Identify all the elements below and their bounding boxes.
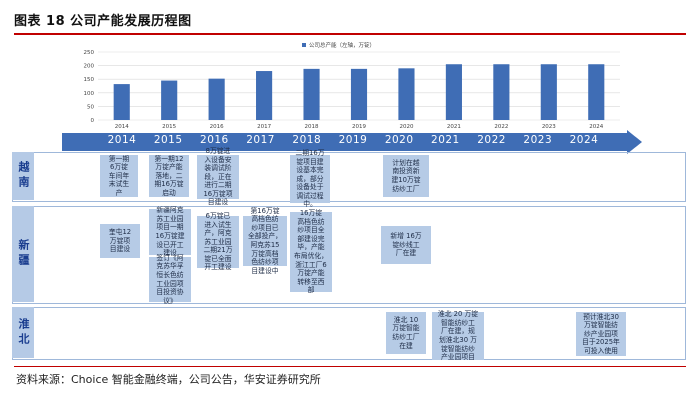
bar-2022 bbox=[493, 64, 510, 120]
bar-2019 bbox=[350, 68, 368, 120]
bar-2018 bbox=[303, 68, 320, 120]
event-xinjiang-2020: 新增 16万 锭纱线工 厂在建 bbox=[381, 226, 431, 264]
y-tick-label: 250 bbox=[84, 50, 95, 56]
y-tick-label: 0 bbox=[91, 118, 95, 124]
figure-title: 图表 18 公司产能发展历程图 bbox=[14, 14, 192, 29]
event-huaibei-2020: 淮北 10 万锭智能 纺纱工厂 在建 bbox=[386, 312, 426, 354]
event-xinjiang-2018: 16万锭 高档色纺 纱项目全 部建设完 毕，产能 布局优化， 浙江工厂6 万锭产… bbox=[290, 209, 332, 294]
event-xinjiang-2017: 第16万锭 高档色纺 纱项目已 全部投产， 阿克苏15 万锭高档 色纺纱项 目建… bbox=[243, 207, 287, 275]
bar-2014 bbox=[113, 84, 130, 120]
event-xinjiang-2015-a: 新疆阿克 苏工业园 项目一期 16万锭建 设已开工 建设 bbox=[149, 206, 191, 257]
x-tick-label-2015: 2015 bbox=[162, 124, 176, 130]
timeline-years: 2014 2015 2016 2017 2018 2019 2020 2021 2022 2023… bbox=[62, 133, 627, 151]
timeline-year-2018: 2018 bbox=[292, 134, 322, 146]
bar-2015 bbox=[161, 80, 178, 120]
timeline-arrowhead bbox=[627, 130, 642, 154]
region-xinjiang: 新疆 bbox=[12, 206, 34, 302]
x-tick-label-2017: 2017 bbox=[257, 124, 271, 130]
timeline-year-2022: 2022 bbox=[477, 134, 506, 146]
event-xinjiang-2014: 奎屯12 万锭项 目建设 bbox=[100, 224, 140, 258]
x-tick-label-2019: 2019 bbox=[352, 124, 366, 130]
y-tick-label: 50 bbox=[87, 104, 94, 110]
source-divider bbox=[14, 366, 686, 367]
title-divider bbox=[14, 33, 686, 35]
capacity-bar-chart: 0 50 100 150 200 250 2014 2015 2016 2017 2018 2019… bbox=[84, 41, 620, 130]
event-vietnam-2016: 8万锭进 入设备安 装调试阶 段，正在 进行二期 16万锭项 目建设 bbox=[197, 147, 239, 206]
timeline-year-2016: 2016 bbox=[200, 134, 229, 146]
event-vietnam-2018: 二期16万 锭项目建 设基本完 成，部分 设备处于 调试过程 中。 bbox=[290, 149, 330, 208]
event-xinjiang-2015-b: 签订《阿 克苏华孚 恒长色纺 工业园项 目投资协 议》 bbox=[149, 254, 191, 305]
x-tick-label-2021: 2021 bbox=[447, 124, 461, 130]
y-tick-label: 150 bbox=[84, 77, 95, 83]
timeline-year-2015: 2015 bbox=[153, 134, 183, 146]
timeline-year-2024: 2024 bbox=[569, 134, 599, 146]
timeline-year-2020: 2020 bbox=[384, 134, 414, 146]
bar-2021 bbox=[445, 64, 462, 120]
timeline-arrow bbox=[62, 130, 642, 154]
region-huaibei: 淮北 bbox=[12, 307, 34, 358]
event-vietnam-2020: 计划在越 南投资新 建10万锭 纺纱工厂 bbox=[383, 155, 429, 197]
bar-2020 bbox=[398, 68, 415, 120]
event-vietnam-2015: 第一期12 万锭产能 落地，二 期16万锭 启动 bbox=[149, 155, 189, 197]
x-tick-label-2018: 2018 bbox=[305, 124, 319, 130]
x-tick-label-2024: 2024 bbox=[589, 124, 603, 130]
event-vietnam-2014: 第一期 6万锭 车间年 末试生 产 bbox=[100, 155, 138, 197]
x-tick-label-2022: 2022 bbox=[494, 124, 508, 130]
timeline-year-2021: 2021 bbox=[431, 134, 460, 146]
x-tick-label-2014: 2014 bbox=[115, 124, 129, 130]
bar-2024 bbox=[588, 64, 605, 120]
y-tick-label: 100 bbox=[84, 91, 95, 97]
timeline-year-2017: 2017 bbox=[246, 134, 275, 146]
region-vietnam: 越南 bbox=[12, 152, 34, 200]
bar-2016 bbox=[208, 78, 225, 120]
timeline-year-2023: 2023 bbox=[523, 134, 553, 146]
y-tick-label: 200 bbox=[84, 64, 95, 70]
bar-2017 bbox=[256, 71, 273, 120]
timeline-year-2019: 2019 bbox=[338, 134, 368, 146]
event-xinjiang-2016: 6万锭已 进入试生 产，阿克 苏工业园 二期21万 锭已全面 开工建设 bbox=[197, 212, 239, 271]
x-tick-label-2023: 2023 bbox=[542, 124, 556, 130]
x-tick-label-2020: 2020 bbox=[399, 124, 413, 130]
timeline-year-2014: 2014 bbox=[107, 134, 137, 146]
source-note: 资料来源：Choice 智能金融终端，公司公告，华安证券研究所 bbox=[16, 373, 321, 386]
event-huaibei-2021: 淮北 20 万锭 智能纺纱工 厂在建，规 划淮北30 万 锭智能纺纱 产业园项目 bbox=[432, 310, 484, 361]
x-tick-label-2016: 2016 bbox=[210, 124, 224, 130]
legend-swatch bbox=[302, 43, 306, 47]
bar-2023 bbox=[540, 64, 557, 120]
event-huaibei-2024: 预计淮北30 万锭智能纺 纱产业园项 目于2025年 可投入使用 bbox=[576, 312, 626, 356]
legend-label: 公司总产能（左轴，万锭） bbox=[309, 41, 375, 49]
timeline-bar bbox=[62, 133, 627, 151]
